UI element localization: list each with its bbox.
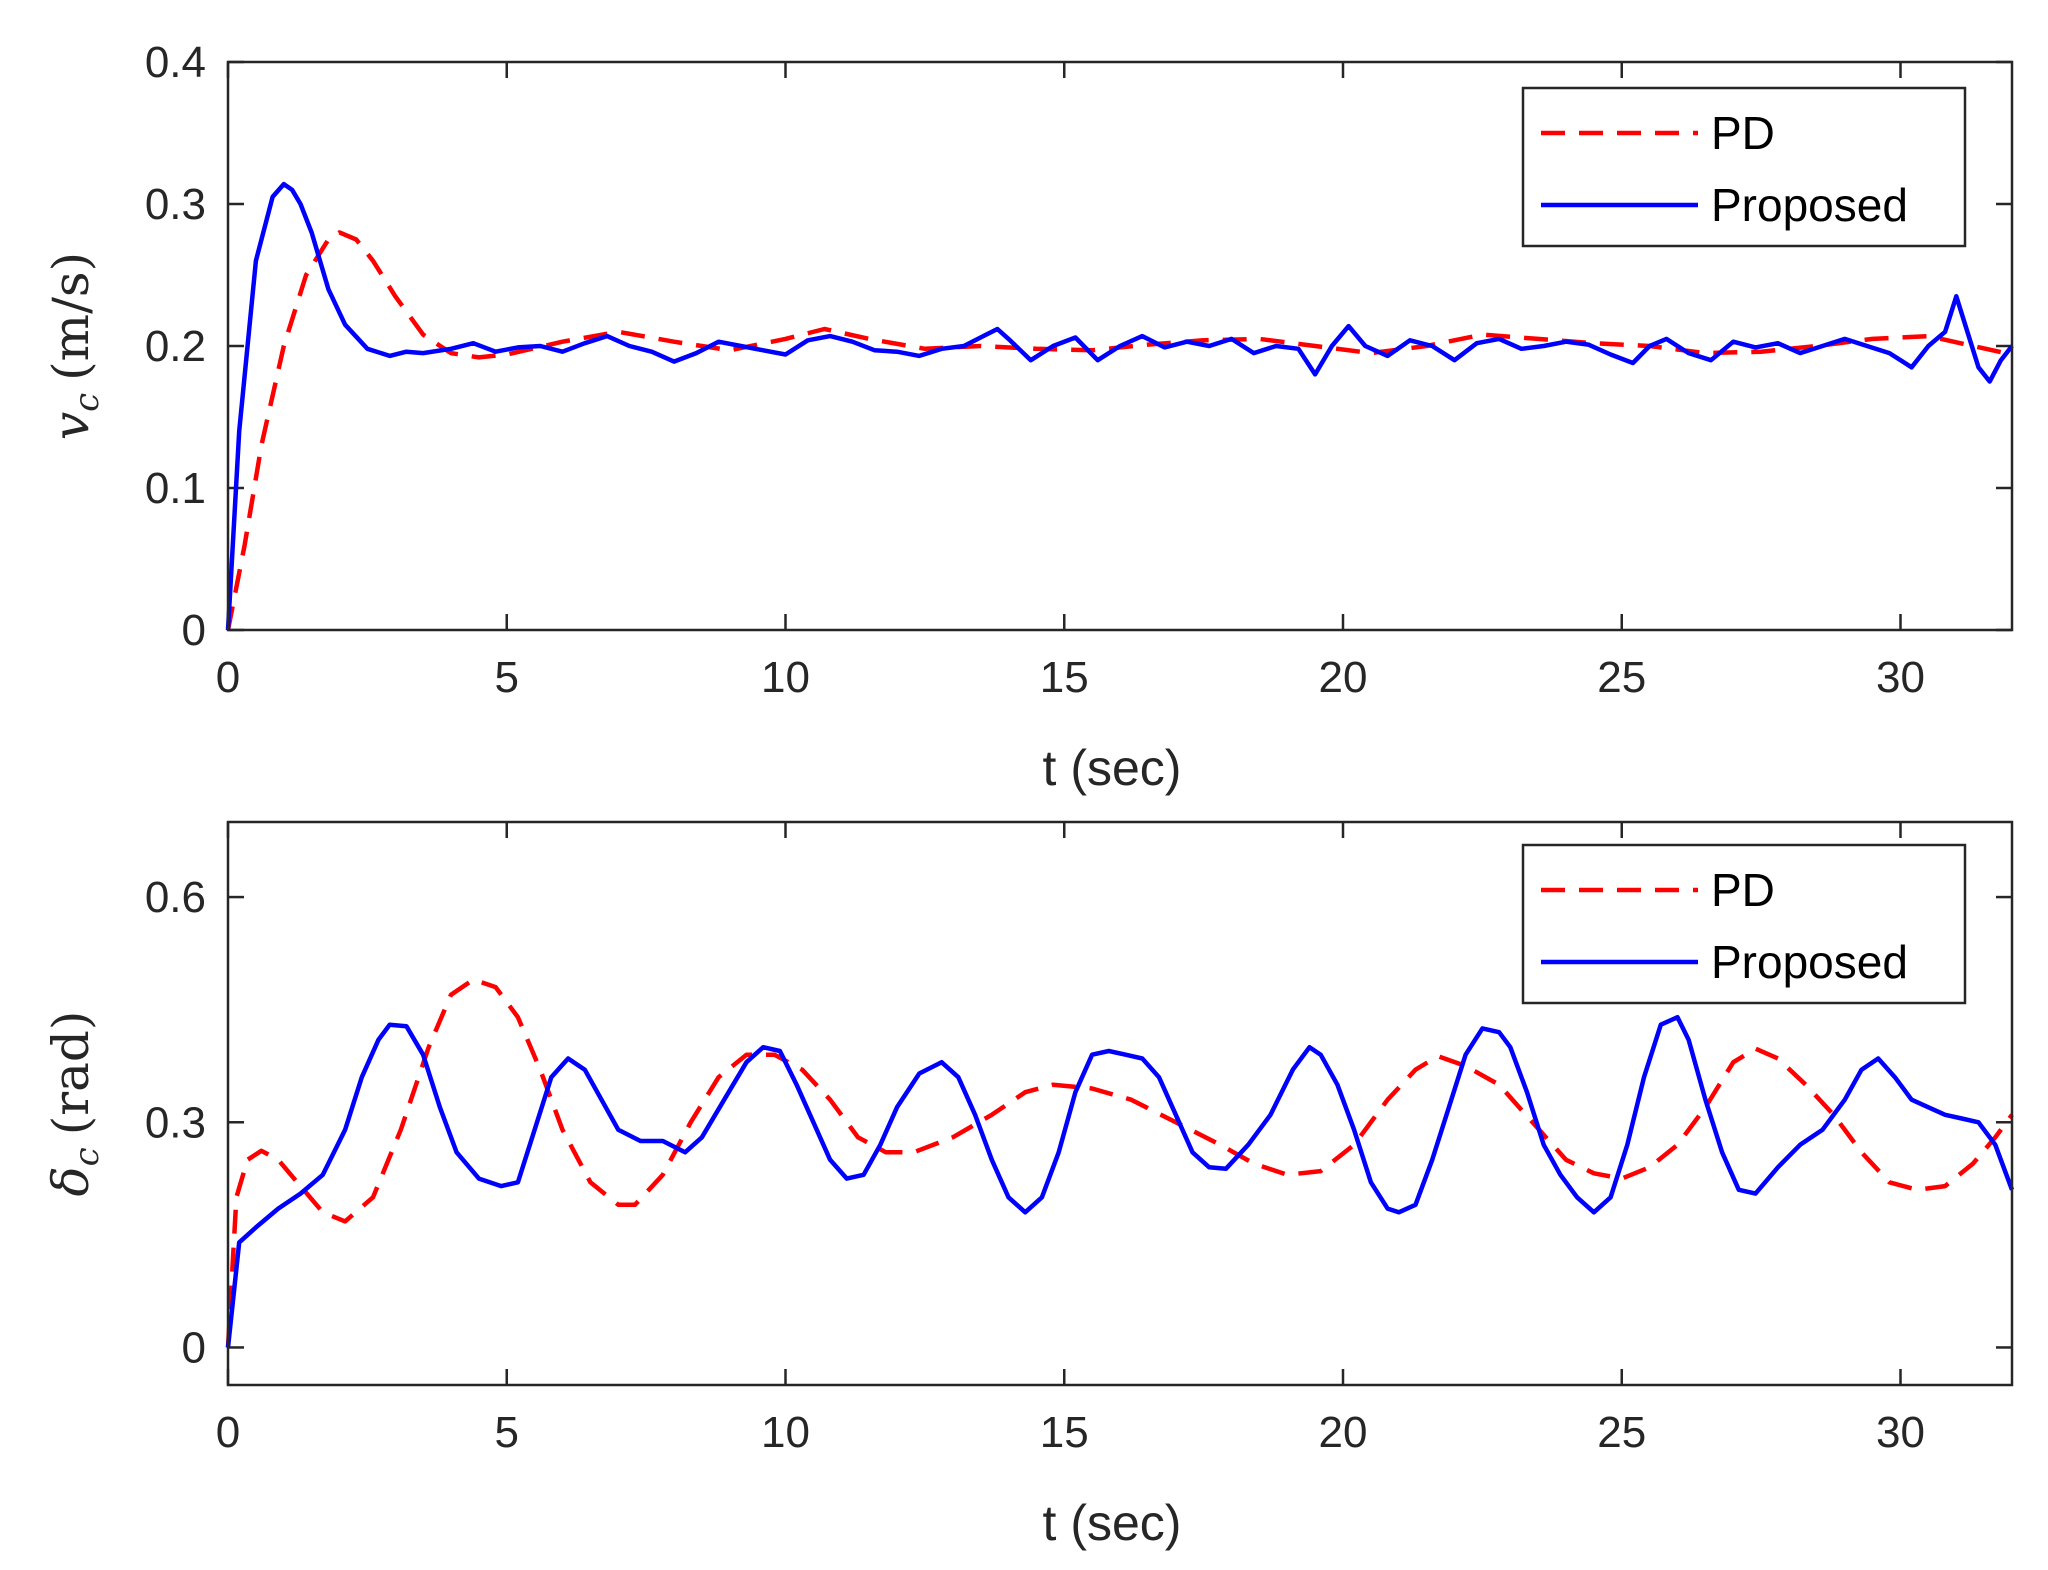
y-axis-label: vc (m/s) [42, 252, 107, 440]
legend-velocity: PD Proposed [1521, 86, 1967, 248]
y-axis-symbol: δ [42, 1166, 100, 1196]
axes-box-steering [226, 820, 2014, 1387]
legend-steering: PD Proposed [1521, 843, 1967, 1005]
xtick-label: 20 [1319, 653, 1368, 702]
ytick-label: 0.4 [145, 38, 206, 87]
xtick-label: 20 [1319, 1408, 1368, 1457]
legend-label-proposed: Proposed [1711, 179, 1908, 231]
y-axis-symbol: v [42, 412, 100, 440]
ytick-label: 0.2 [145, 322, 206, 371]
legend-label-proposed: Proposed [1711, 936, 1908, 988]
y-axis-label: δc (rad) [42, 1011, 107, 1197]
y-axis-unit: (rad) [42, 1011, 100, 1136]
ticks-steering [226, 822, 2012, 1385]
ytick-label: 0 [182, 606, 206, 655]
xtick-label: 15 [1040, 653, 1089, 702]
xtick-labels-steering: 0 5 10 15 20 25 30 [216, 1408, 1925, 1457]
xtick-label: 30 [1876, 1408, 1925, 1457]
series-layer-velocity [225, 181, 2014, 631]
subplot-steering: 0 0.3 0.6 0 5 10 15 20 25 30 t (sec) δc (… [42, 820, 2015, 1551]
series-layer-steering [225, 977, 2015, 1348]
subplot-velocity: 0 0.1 0.2 0.3 0.4 0 5 10 15 20 25 30 t (… [42, 38, 2014, 796]
series-line-proposed [225, 181, 2014, 631]
legend-box [1521, 843, 1967, 1005]
series-line-pd [225, 230, 2013, 631]
xtick-label: 25 [1597, 653, 1646, 702]
xtick-label: 0 [216, 1408, 240, 1457]
ytick-label: 0.1 [145, 464, 206, 513]
xtick-label: 5 [495, 1408, 519, 1457]
xtick-label: 10 [761, 653, 810, 702]
ytick-label: 0.6 [145, 873, 206, 922]
y-axis-subscript: c [67, 393, 107, 412]
xtick-label: 30 [1876, 653, 1925, 702]
series-line-proposed [225, 1014, 2015, 1348]
x-axis-label: t (sec) [1043, 740, 1182, 796]
xtick-label: 0 [216, 653, 240, 702]
ytick-label: 0.3 [145, 1098, 206, 1147]
xtick-label: 5 [495, 653, 519, 702]
xtick-label: 15 [1040, 1408, 1089, 1457]
xtick-label: 10 [761, 1408, 810, 1457]
legend-label-pd: PD [1711, 864, 1775, 916]
ytick-label: 0 [182, 1323, 206, 1372]
x-axis-label: t (sec) [1043, 1495, 1182, 1551]
ytick-labels-steering: 0 0.3 0.6 [145, 873, 206, 1372]
xtick-labels-velocity: 0 5 10 15 20 25 30 [216, 653, 1925, 702]
series-line-pd [225, 977, 2014, 1348]
ytick-label: 0.3 [145, 180, 206, 229]
axes-box-velocity [226, 60, 2014, 632]
y-axis-subscript: c [67, 1147, 107, 1166]
y-axis-unit: (m/s) [42, 252, 100, 381]
xtick-label: 25 [1597, 1408, 1646, 1457]
ytick-labels-velocity: 0 0.1 0.2 0.3 0.4 [145, 38, 206, 655]
legend-label-pd: PD [1711, 107, 1775, 159]
legend-box [1521, 86, 1967, 248]
